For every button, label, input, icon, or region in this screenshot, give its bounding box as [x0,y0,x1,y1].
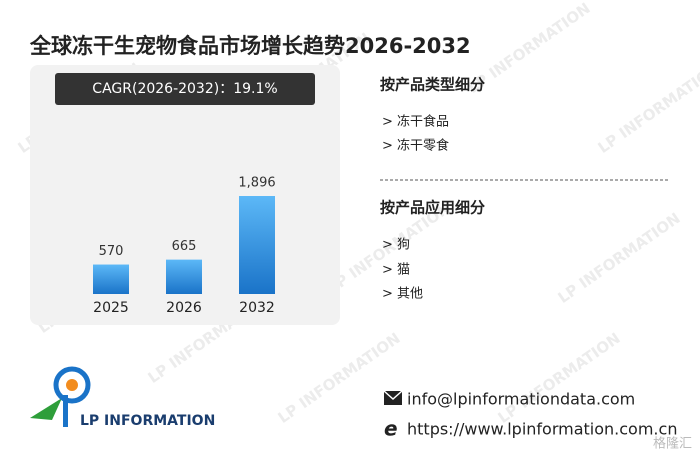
x-tick-label: 2026 [166,300,202,316]
cagr-text: CAGR(2026-2032)：19.1% [92,81,277,97]
email-icon-flap [383,390,403,401]
bar [239,196,275,294]
watermark: LP INFORMATION [495,329,624,427]
watermark: LP INFORMATION [275,329,404,427]
bars: 570 2025 665 2026 1,896 2032 [93,176,276,316]
bar [93,264,129,294]
email: info@lpinformationdata.com [407,390,635,409]
segment-item: > 狗 [382,238,410,253]
segment-item: > 冻干食品 [382,114,449,130]
cagr-box [55,73,315,105]
value-label: 1,896 [238,176,275,191]
logo-text: LP INFORMATION [80,413,215,429]
web-icon: e [384,417,398,441]
segment-item: > 冻干零食 [382,138,449,154]
segment-title: 按产品应用细分 [380,199,485,217]
bar [166,259,202,294]
x-tick-label: 2032 [239,300,275,316]
logo-icon [30,366,91,427]
watermark: LP INFORMATION [555,209,684,307]
segment-item: > 猫 [382,263,410,278]
chart-title: 全球冻干生宠物食品市场增长趋势2026-2032 [29,34,471,58]
segment-title: 按产品类型细分 [380,76,485,94]
value-label: 665 [172,239,197,254]
value-label: 570 [99,244,124,259]
corner-mark: 格隆汇 [653,436,692,452]
website: https://www.lpinformation.com.cn [407,420,677,439]
x-tick-label: 2025 [93,300,129,316]
segment-item: > 其他 [382,287,423,302]
watermark: LP INFORMATION [595,59,700,157]
